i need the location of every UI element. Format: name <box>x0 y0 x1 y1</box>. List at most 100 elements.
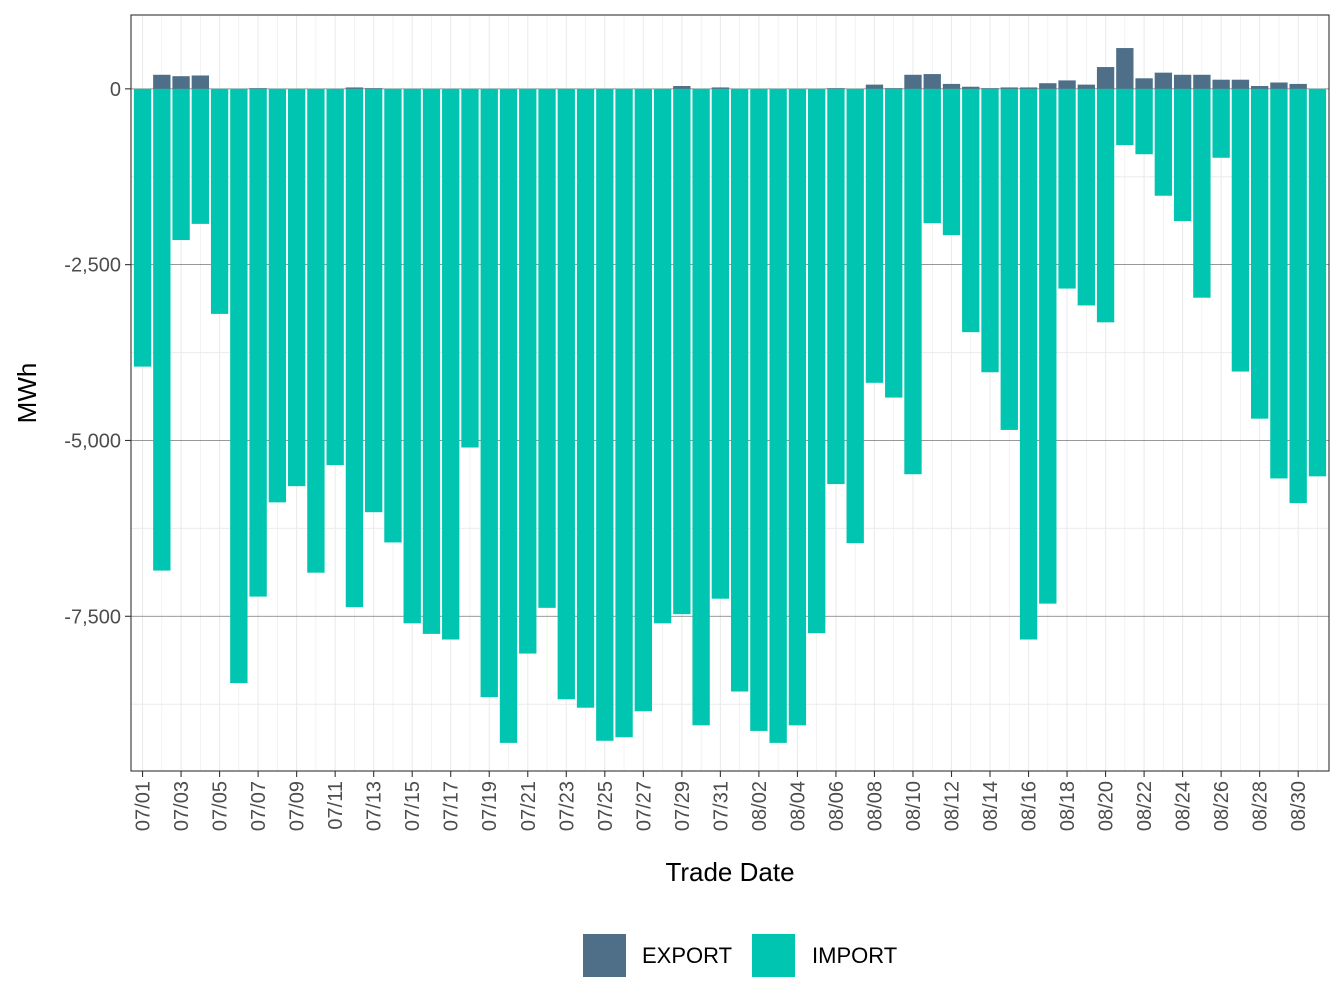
import-bar <box>808 88 826 634</box>
x-tick-label: 08/08 <box>864 781 886 831</box>
export-bar <box>885 88 903 89</box>
import-bar <box>519 88 537 654</box>
y-tick-label: -2,500 <box>64 255 121 277</box>
export-bar <box>1173 74 1192 89</box>
import-bar <box>750 88 768 731</box>
import-bar <box>499 88 518 743</box>
import-bar <box>1231 88 1250 372</box>
import-bar <box>210 88 229 314</box>
x-tick-label: 08/04 <box>787 781 809 831</box>
export-bar <box>865 84 884 89</box>
x-tick-label: 08/10 <box>903 781 925 831</box>
import-bar <box>442 88 460 640</box>
import-bar <box>191 88 210 224</box>
import-bar <box>403 88 421 624</box>
export-bar <box>1193 74 1211 89</box>
import-bar <box>1308 88 1327 477</box>
import-bar <box>365 88 383 513</box>
import-bar <box>557 88 575 700</box>
x-tick-label: 08/16 <box>1019 781 1041 831</box>
import-bar <box>1212 88 1230 158</box>
x-tick-label: 07/09 <box>287 781 309 831</box>
y-axis-title: MWh <box>12 363 42 424</box>
import-bar <box>827 88 845 485</box>
legend: EXPORT IMPORT <box>583 934 897 977</box>
x-tick-label: 08/22 <box>1134 781 1156 831</box>
export-bar <box>923 74 941 89</box>
import-bar <box>1077 88 1095 306</box>
import-bar <box>538 88 556 608</box>
x-tick-label: 08/28 <box>1250 781 1272 831</box>
panel-border <box>130 14 1330 772</box>
y-tick-label: -5,000 <box>64 430 121 452</box>
x-tick-label: 08/30 <box>1288 781 1310 831</box>
x-tick-label: 08/06 <box>826 781 848 831</box>
export-bar <box>981 88 999 89</box>
x-tick-label: 07/11 <box>325 781 347 830</box>
x-tick-label: 07/19 <box>479 781 501 831</box>
import-bar <box>1173 88 1192 222</box>
export-bar <box>1077 84 1095 89</box>
export-bar <box>1212 79 1230 89</box>
x-tick-label: 07/27 <box>633 781 655 831</box>
import-bar <box>1250 88 1269 419</box>
export-bar <box>249 88 267 89</box>
import-bar <box>730 88 749 692</box>
export-bar <box>904 74 922 89</box>
x-tick-label: 07/31 <box>710 781 732 831</box>
x-tick-label: 08/14 <box>980 781 1002 831</box>
import-bar <box>981 88 999 373</box>
import-bar <box>904 88 922 475</box>
x-tick-label: 07/21 <box>518 781 540 831</box>
x-tick-label: 07/23 <box>556 781 578 831</box>
import-bar <box>480 88 498 698</box>
import-bar <box>1096 88 1115 323</box>
x-tick-label: 07/15 <box>402 781 424 831</box>
import-bar <box>653 88 672 624</box>
export-bar <box>345 87 364 89</box>
export-bar <box>153 74 171 89</box>
x-tick-label: 08/26 <box>1211 781 1233 831</box>
x-axis-title: Trade Date <box>665 857 794 887</box>
import-bar <box>1193 88 1211 298</box>
import-bar <box>230 88 248 684</box>
import-bar <box>1019 88 1038 640</box>
import-bar <box>769 88 787 743</box>
legend-label-import: IMPORT <box>812 943 897 968</box>
import-bar <box>865 88 884 383</box>
import-bar <box>1289 88 1307 504</box>
import-bar <box>461 88 479 448</box>
export-bar <box>1135 78 1153 89</box>
export-bar <box>1039 83 1057 89</box>
import-bar <box>923 88 941 224</box>
import-bar <box>287 88 306 487</box>
import-bar <box>268 88 287 503</box>
import-bar <box>133 88 152 367</box>
import-bar <box>384 88 402 543</box>
import-bar <box>1039 88 1057 604</box>
export-bar <box>673 86 691 89</box>
export-bar <box>172 76 190 89</box>
export-bar <box>1058 80 1076 89</box>
x-axis: 07/01 07/03 07/05 07/07 07/09 07/11 07/13 07/15… <box>133 771 1310 831</box>
export-bar <box>1250 86 1269 89</box>
import-bar <box>172 88 190 241</box>
import-bar <box>615 88 633 738</box>
import-bar <box>962 88 980 333</box>
y-axis: 0 -2,500 -5,000 -7,500 <box>64 79 131 628</box>
import-bar <box>576 88 595 708</box>
import-bar <box>326 88 344 466</box>
import-bar <box>422 88 441 634</box>
import-bar <box>307 88 325 573</box>
import-bar <box>345 88 364 608</box>
x-tick-label: 08/24 <box>1173 781 1195 831</box>
import-series <box>133 88 1327 743</box>
export-bar <box>1116 48 1134 89</box>
import-bar <box>788 88 807 726</box>
x-tick-label: 07/13 <box>364 781 386 831</box>
import-bar <box>153 88 171 571</box>
export-bar <box>1000 87 1018 89</box>
import-bar <box>596 88 614 741</box>
export-bar <box>942 83 961 89</box>
